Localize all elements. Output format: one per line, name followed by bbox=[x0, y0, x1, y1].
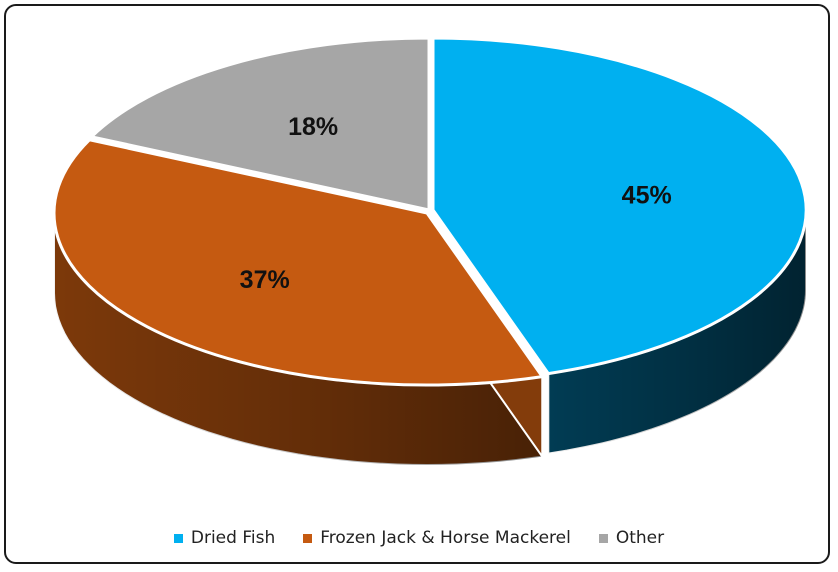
legend-label-2: Other bbox=[615, 528, 665, 548]
slice-label-0: 45% bbox=[622, 181, 672, 209]
slice-label-2: 18% bbox=[288, 113, 338, 141]
pie-tops bbox=[52, 36, 808, 387]
legend-label-0: Dried Fish bbox=[190, 528, 276, 548]
pie-labels: 45% 37% 18% bbox=[240, 113, 672, 294]
slice-label-1: 37% bbox=[240, 266, 290, 294]
pie-side-shade-0 bbox=[548, 210, 806, 454]
legend-swatch-2 bbox=[598, 533, 608, 543]
pie-slice-1 bbox=[52, 138, 544, 387]
legend-item-0: Dried Fish bbox=[173, 528, 276, 548]
legend-swatch-1 bbox=[303, 533, 313, 543]
legend: Dried Fish Frozen Jack & Horse Mackerel Ot… bbox=[0, 526, 838, 550]
legend-swatch-0 bbox=[173, 533, 183, 543]
pie-slice-2 bbox=[90, 36, 431, 212]
pie-slice-0 bbox=[431, 36, 808, 376]
pie-side-shade-1 bbox=[54, 213, 543, 465]
legend-label-1: Frozen Jack & Horse Mackerel bbox=[320, 528, 571, 548]
legend-item-2: Other bbox=[598, 528, 665, 548]
legend-item-1: Frozen Jack & Horse Mackerel bbox=[303, 528, 571, 548]
